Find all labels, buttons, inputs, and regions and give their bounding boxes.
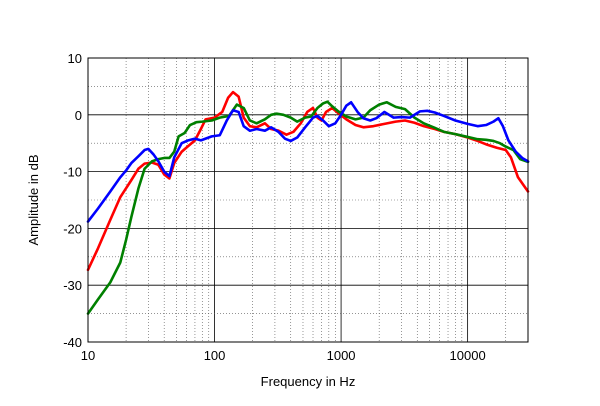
series-line-3 <box>86 101 530 223</box>
x-axis-label: Frequency in Hz <box>261 374 356 389</box>
y-tick-label: 10 <box>68 51 82 66</box>
x-tick-label: 1000 <box>327 348 356 363</box>
x-tick-label: 100 <box>204 348 226 363</box>
y-tick-label: 0 <box>75 108 82 123</box>
grid <box>88 58 528 342</box>
series-group <box>86 90 530 315</box>
y-axis-label: Amplitude in dB <box>26 154 41 245</box>
y-tick-label: -20 <box>63 221 82 236</box>
y-tick-label: -30 <box>63 278 82 293</box>
x-tick-label: 10000 <box>450 348 486 363</box>
x-tick-label: 10 <box>81 348 95 363</box>
y-tick-label: -10 <box>63 165 82 180</box>
plot-frame <box>87 57 529 343</box>
series-line-2 <box>86 100 530 315</box>
x-tick-labels: 10 100 1000 10000 <box>81 348 486 363</box>
y-tick-labels: 10 0 -10 -20 -30 -40 <box>63 51 82 350</box>
y-tick-label: -40 <box>63 335 82 350</box>
